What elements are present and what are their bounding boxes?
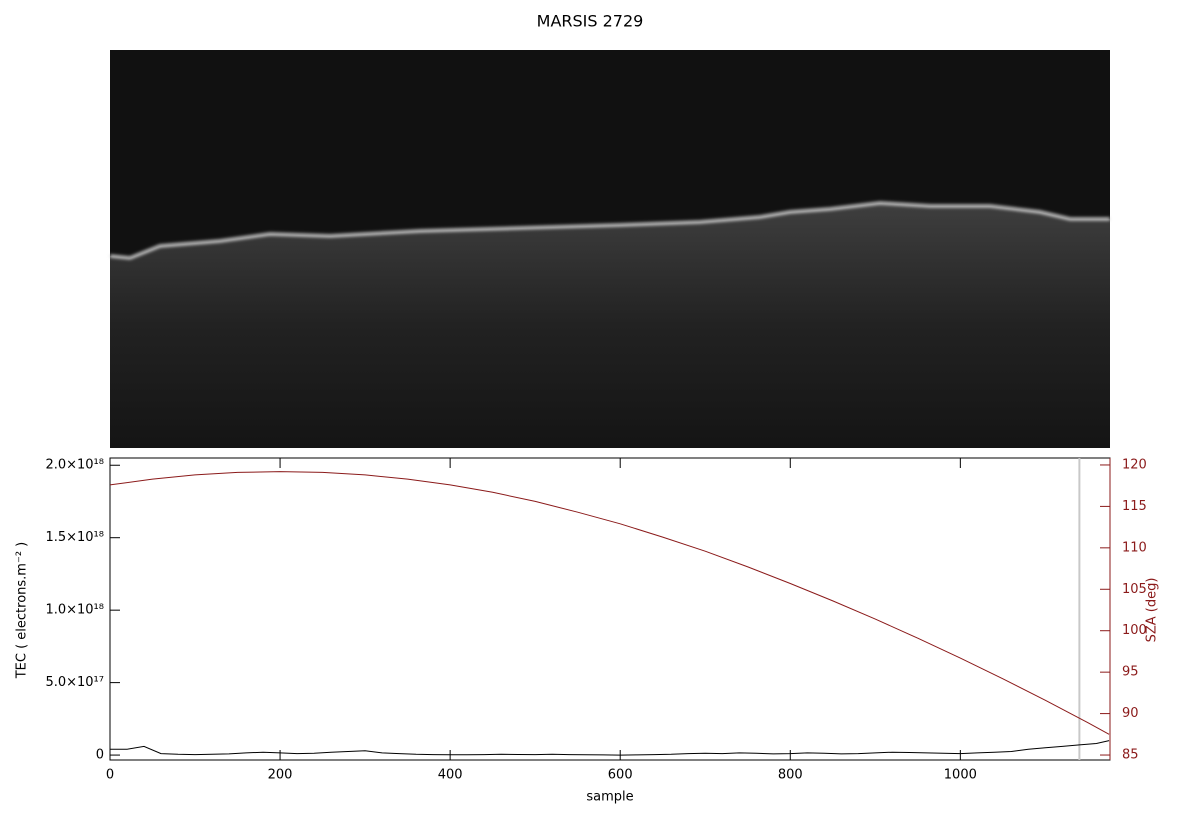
- y-tick-label: 0: [96, 748, 104, 763]
- y-tick-label: 1.0×10¹⁸: [45, 603, 104, 618]
- y2-tick-label: 105: [1122, 582, 1147, 597]
- y-axis-label: TEC ( electrons.m⁻² ): [15, 542, 30, 680]
- x-tick-label: 800: [778, 768, 803, 783]
- y-tick-label: 2.0×10¹⁸: [45, 458, 104, 473]
- y2-tick-label: 110: [1122, 540, 1147, 555]
- plot-frame: [109, 457, 1111, 761]
- y2-tick-label: 100: [1122, 623, 1147, 638]
- series-line: [110, 740, 1110, 756]
- y2-tick-label: 90: [1122, 706, 1139, 721]
- x-tick-label: 200: [268, 768, 293, 783]
- y2-axis-label: SZA (deg): [1145, 578, 1160, 643]
- y2-tick-label: 120: [1122, 457, 1147, 472]
- y2-tick-label: 95: [1122, 665, 1139, 680]
- y-tick-label: 1.5×10¹⁸: [45, 530, 104, 545]
- x-tick-label: 400: [438, 768, 463, 783]
- chart-title: MARSIS 2729: [537, 12, 644, 31]
- y2-tick-label: 85: [1122, 748, 1139, 763]
- y-tick-label: 5.0×10¹⁷: [45, 675, 104, 690]
- x-axis-label: sample: [586, 790, 633, 805]
- radargram: [109, 50, 1110, 448]
- x-tick-label: 0: [106, 768, 114, 783]
- x-tick-label: 600: [608, 768, 633, 783]
- series-line: [109, 471, 1110, 735]
- y2-tick-label: 115: [1122, 499, 1147, 514]
- x-tick-label: 1000: [944, 768, 977, 783]
